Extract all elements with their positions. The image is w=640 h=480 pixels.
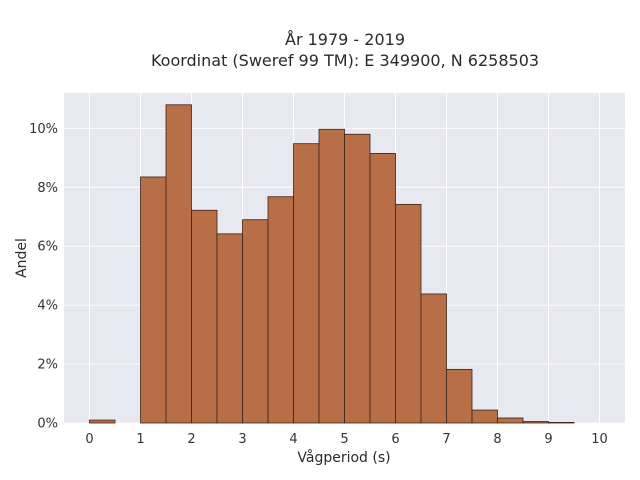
x-tick-label: 4	[289, 432, 297, 447]
histogram-bar	[140, 176, 167, 424]
x-tick-label: 0	[85, 432, 93, 447]
histogram-bar	[293, 143, 320, 424]
histogram-bar	[344, 133, 371, 424]
y-axis-label: Andel	[14, 238, 30, 278]
x-tick-label: 7	[442, 432, 450, 447]
histogram-bar	[242, 219, 269, 424]
x-tick-label: 2	[187, 432, 195, 447]
histogram-bar	[395, 203, 422, 424]
histogram-bar	[522, 421, 549, 424]
chart-title-line2: Koordinat (Sweref 99 TM): E 349900, N 62…	[151, 51, 539, 70]
histogram-bar	[165, 104, 192, 424]
y-tick-label: 0%	[37, 417, 58, 432]
x-tick-label: 6	[391, 432, 399, 447]
histogram-bar	[548, 422, 575, 424]
y-tick-label: 8%	[37, 181, 58, 196]
histogram-bar	[471, 409, 498, 424]
histogram-bar	[267, 196, 294, 424]
x-tick-label: 9	[544, 432, 552, 447]
histogram-bar	[89, 419, 116, 424]
histogram-bar	[420, 293, 447, 424]
y-tick-label: 6%	[37, 240, 58, 255]
x-tick-label: 3	[238, 432, 246, 447]
histogram-bar	[497, 417, 524, 424]
histogram-bar	[369, 153, 396, 424]
histogram-bar	[318, 128, 345, 424]
y-axis-ticks: 0% 2% 4% 6% 8% 10%	[29, 122, 58, 432]
y-tick-label: 4%	[37, 299, 58, 314]
x-tick-label: 10	[591, 432, 608, 447]
y-tick-label: 2%	[37, 358, 58, 373]
x-axis-label: Vågperiod (s)	[297, 449, 390, 466]
x-tick-label: 1	[136, 432, 144, 447]
x-axis-ticks: 0 1 2 3 4 5 6 7 8 9 10	[85, 432, 607, 447]
chart-title-line1: År 1979 - 2019	[285, 30, 405, 49]
y-tick-label: 10%	[29, 122, 58, 137]
histogram-bar	[216, 233, 243, 424]
histogram-bar	[446, 368, 473, 424]
histogram-bar	[191, 209, 218, 424]
x-tick-label: 5	[340, 432, 348, 447]
bars	[89, 104, 575, 424]
x-tick-label: 8	[493, 432, 501, 447]
